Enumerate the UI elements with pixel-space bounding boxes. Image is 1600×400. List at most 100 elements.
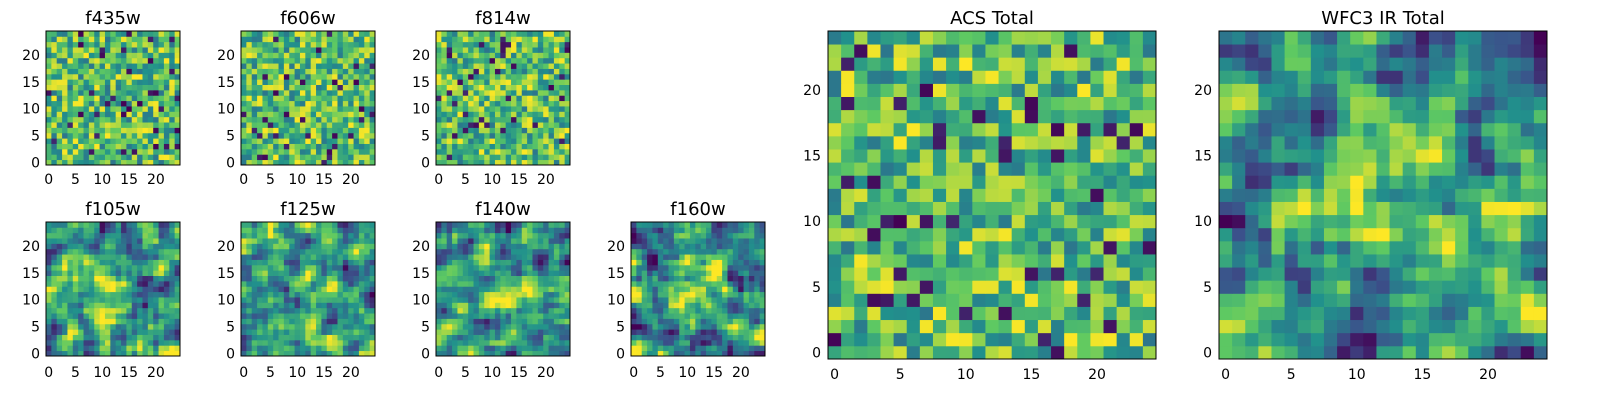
heatmap-cell bbox=[99, 100, 106, 107]
heatmap-cell bbox=[647, 275, 653, 282]
heatmap-cell bbox=[972, 254, 986, 268]
heatmap-cell bbox=[500, 232, 507, 239]
heatmap-cell bbox=[932, 293, 947, 307]
heatmap-cell bbox=[121, 291, 127, 298]
heatmap-cell bbox=[46, 227, 52, 234]
heatmap-cell bbox=[251, 84, 258, 91]
heatmap-cell bbox=[700, 275, 707, 282]
heatmap-cell bbox=[543, 334, 549, 341]
heatmap-cell bbox=[972, 332, 986, 347]
heatmap-cell bbox=[652, 270, 659, 276]
heatmap-cell bbox=[759, 318, 766, 325]
heatmap-cell bbox=[743, 307, 750, 314]
heatmap-cell bbox=[137, 116, 143, 123]
heatmap-cell bbox=[441, 95, 448, 102]
heatmap-cell bbox=[754, 297, 761, 303]
heatmap-cell bbox=[121, 248, 127, 255]
heatmap-cell bbox=[553, 350, 560, 357]
heatmap-cell bbox=[369, 41, 376, 48]
heatmap-cell bbox=[657, 248, 664, 255]
heatmap-cell bbox=[1051, 332, 1065, 347]
heatmap-cell bbox=[326, 286, 333, 293]
heatmap-cell bbox=[732, 302, 739, 309]
heatmap-cell bbox=[521, 313, 528, 319]
heatmap-cell bbox=[332, 132, 338, 139]
heatmap-cell bbox=[142, 89, 149, 96]
heatmap-cell bbox=[532, 47, 539, 53]
heatmap-cell bbox=[452, 31, 458, 37]
heatmap-cell bbox=[278, 79, 285, 85]
heatmap-cell bbox=[169, 264, 176, 271]
heatmap-cell bbox=[299, 275, 306, 282]
heatmap-cell bbox=[94, 57, 100, 64]
heatmap-cell bbox=[828, 332, 842, 347]
heatmap-cell bbox=[1024, 319, 1039, 334]
heatmap-cell bbox=[78, 31, 84, 37]
heatmap-cell bbox=[126, 243, 133, 250]
heatmap-cell bbox=[147, 127, 154, 134]
heatmap-cell bbox=[893, 254, 908, 268]
heatmap-cell bbox=[364, 254, 371, 260]
heatmap-cell bbox=[169, 47, 176, 53]
heatmap-cell bbox=[738, 318, 744, 325]
heatmap-cell bbox=[641, 302, 648, 309]
heatmap-cell bbox=[1116, 227, 1131, 242]
heatmap-cell bbox=[521, 254, 528, 260]
heatmap-cell bbox=[919, 332, 934, 347]
heatmap-cell bbox=[759, 275, 766, 282]
heatmap-cell bbox=[88, 350, 95, 357]
heatmap-cell bbox=[358, 297, 365, 303]
heatmap-cell bbox=[893, 240, 908, 255]
heatmap-cell bbox=[88, 79, 95, 85]
heatmap-cell bbox=[754, 243, 761, 250]
heatmap-cell bbox=[67, 95, 74, 102]
heatmap-cell bbox=[104, 270, 111, 276]
heatmap-cell bbox=[663, 291, 669, 298]
heatmap-cell bbox=[564, 95, 571, 102]
heatmap-cell bbox=[257, 318, 263, 325]
heatmap-cell bbox=[906, 201, 921, 216]
heatmap-cell bbox=[110, 297, 117, 303]
heatmap-cell bbox=[137, 84, 143, 91]
heatmap-cell bbox=[126, 116, 133, 123]
heatmap-cell bbox=[131, 68, 138, 75]
heatmap-cell bbox=[473, 95, 480, 102]
heatmap-cell bbox=[548, 264, 555, 271]
heatmap-cell bbox=[478, 302, 485, 309]
heatmap-cell bbox=[369, 132, 376, 139]
heatmap-cell bbox=[88, 318, 95, 325]
heatmap-cell bbox=[358, 238, 365, 244]
heatmap-cell bbox=[631, 254, 637, 260]
heatmap-cell bbox=[163, 57, 170, 64]
heatmap-cell bbox=[353, 350, 360, 357]
heatmap-cell bbox=[564, 275, 571, 282]
heatmap-cell bbox=[88, 254, 95, 260]
heatmap-cell bbox=[174, 52, 181, 59]
heatmap-cell bbox=[299, 31, 306, 37]
y-tick-label: 20 bbox=[607, 239, 625, 255]
heatmap-cell bbox=[142, 280, 149, 287]
heatmap-cell bbox=[668, 297, 675, 303]
heatmap-cell bbox=[142, 106, 149, 112]
heatmap-cell bbox=[716, 307, 723, 314]
heatmap-cell bbox=[99, 345, 106, 352]
heatmap-cell bbox=[121, 73, 127, 80]
heatmap-cell bbox=[679, 280, 685, 287]
heatmap-cell bbox=[985, 254, 999, 268]
heatmap-cell bbox=[478, 79, 485, 85]
heatmap-cell bbox=[716, 227, 723, 234]
heatmap-cell bbox=[462, 106, 469, 112]
heatmap-cell bbox=[516, 297, 523, 303]
heatmap-cell bbox=[446, 238, 453, 244]
heatmap-cell bbox=[126, 307, 133, 314]
heatmap-cell bbox=[706, 345, 712, 352]
heatmap-cell bbox=[500, 63, 507, 69]
heatmap-cell bbox=[358, 350, 365, 357]
heatmap-cell bbox=[500, 122, 507, 128]
heatmap-cell bbox=[99, 36, 106, 43]
heatmap-cell bbox=[532, 307, 539, 314]
heatmap-cell bbox=[369, 222, 376, 228]
heatmap-cell bbox=[94, 264, 100, 271]
heatmap-cell bbox=[537, 47, 544, 53]
heatmap-cell bbox=[251, 100, 258, 107]
